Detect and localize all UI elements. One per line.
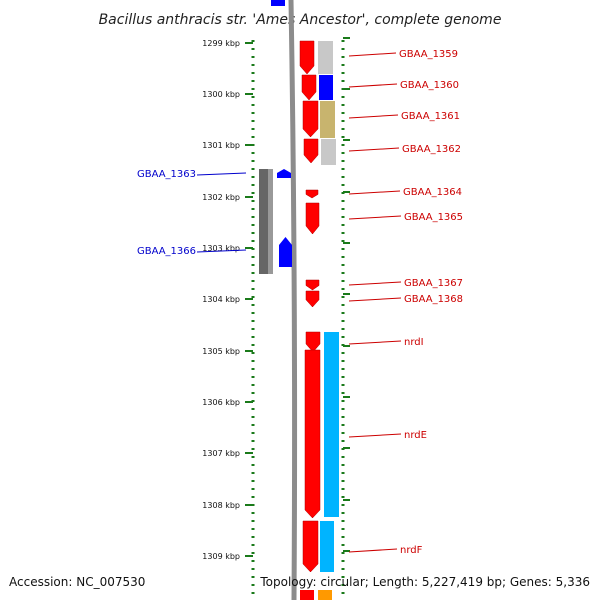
gene-label: GBAA_1366 [137,246,196,257]
cog-box [318,41,333,74]
scale-tick-label: 1302 kbp [202,193,240,202]
cds-gray-box-highlight [268,169,273,274]
scale-tick-label: 1301 kbp [202,141,240,150]
cds-arrow [302,520,319,573]
gene-label-leader [348,83,398,88]
cog-box [321,139,336,165]
gene-label: GBAA_1365 [404,212,463,223]
gene-label: GBAA_1368 [404,294,463,305]
cds-arrow [305,290,320,308]
gene-labels: GBAA_1359 GBAA_1360 GBAA_1361 GBAA_1362 GBAA… [137,49,463,556]
cds-arrow [301,74,317,101]
gene-label: GBAA_1363 [137,169,196,180]
scale-tick-label: 1303 kbp [202,244,240,253]
gene-label-leader [196,172,247,176]
cog-box [320,101,335,138]
cds-arrow [305,279,320,291]
gene-label-leader [348,340,402,345]
scale-tick-label: 1299 kbp [202,39,240,48]
gene-label: GBAA_1364 [403,187,462,198]
cog-box [320,521,334,572]
gene-label: GBAA_1362 [402,144,461,155]
cog-box [324,332,339,517]
cds-arrow [303,138,319,164]
genome-backbone [288,0,298,600]
gene-label: GBAA_1361 [401,111,460,122]
cog-box [319,75,333,100]
scale-tick-label: 1309 kbp [202,552,240,561]
gene-label: nrdI [404,337,424,348]
cds-arrow [305,331,321,353]
cds-arrow [304,349,321,519]
cds-arrow-reverse [279,237,292,267]
gene-label-leader [348,548,398,553]
gene-label: nrdE [404,430,427,441]
scale-tick-label: 1304 kbp [202,295,240,304]
cds-arrow [299,40,315,75]
topology-text: Topology: circular; Length: 5,227,419 bp… [260,575,590,589]
accession-text: Accession: NC_007530 [9,575,146,589]
gene-label-leader [348,147,400,152]
scale-tick-label: 1308 kbp [202,501,240,510]
cds-arrow [305,202,320,235]
gene-label: GBAA_1359 [399,49,458,60]
cds-fragment-bottom [300,590,314,600]
scale-tick-label: 1305 kbp [202,347,240,356]
cds-arrow [302,100,319,138]
gene-label-leader [348,297,402,302]
gene-label-leader [348,52,397,57]
gene-label: nrdF [400,545,423,556]
cog-fragment-bottom [318,590,332,600]
scale-tick-label: 1307 kbp [202,449,240,458]
gene-label: GBAA_1367 [404,278,463,289]
gene-label: GBAA_1360 [400,80,459,91]
gene-label-leader [348,114,399,119]
gene-label-leader [348,433,402,438]
cds-arrow-reverse [277,169,291,178]
cds-fragment-top [271,0,285,6]
gene-label-leader [348,215,402,220]
scale-tick-label: 1306 kbp [202,398,240,407]
cds-arrow [305,189,319,199]
gene-label-leader [348,281,402,286]
scale-ticks: 1299 kbp 1300 kbp 1301 kbp 1302 kbp 1303 kbp… [202,37,350,561]
gene-label-leader [348,190,401,195]
map-title: Bacillus anthracis str. 'Ames Ancestor',… [99,12,502,28]
feature-tracks [259,0,339,600]
gene-label-leader [196,249,247,253]
scale-tick-label: 1300 kbp [202,90,240,99]
